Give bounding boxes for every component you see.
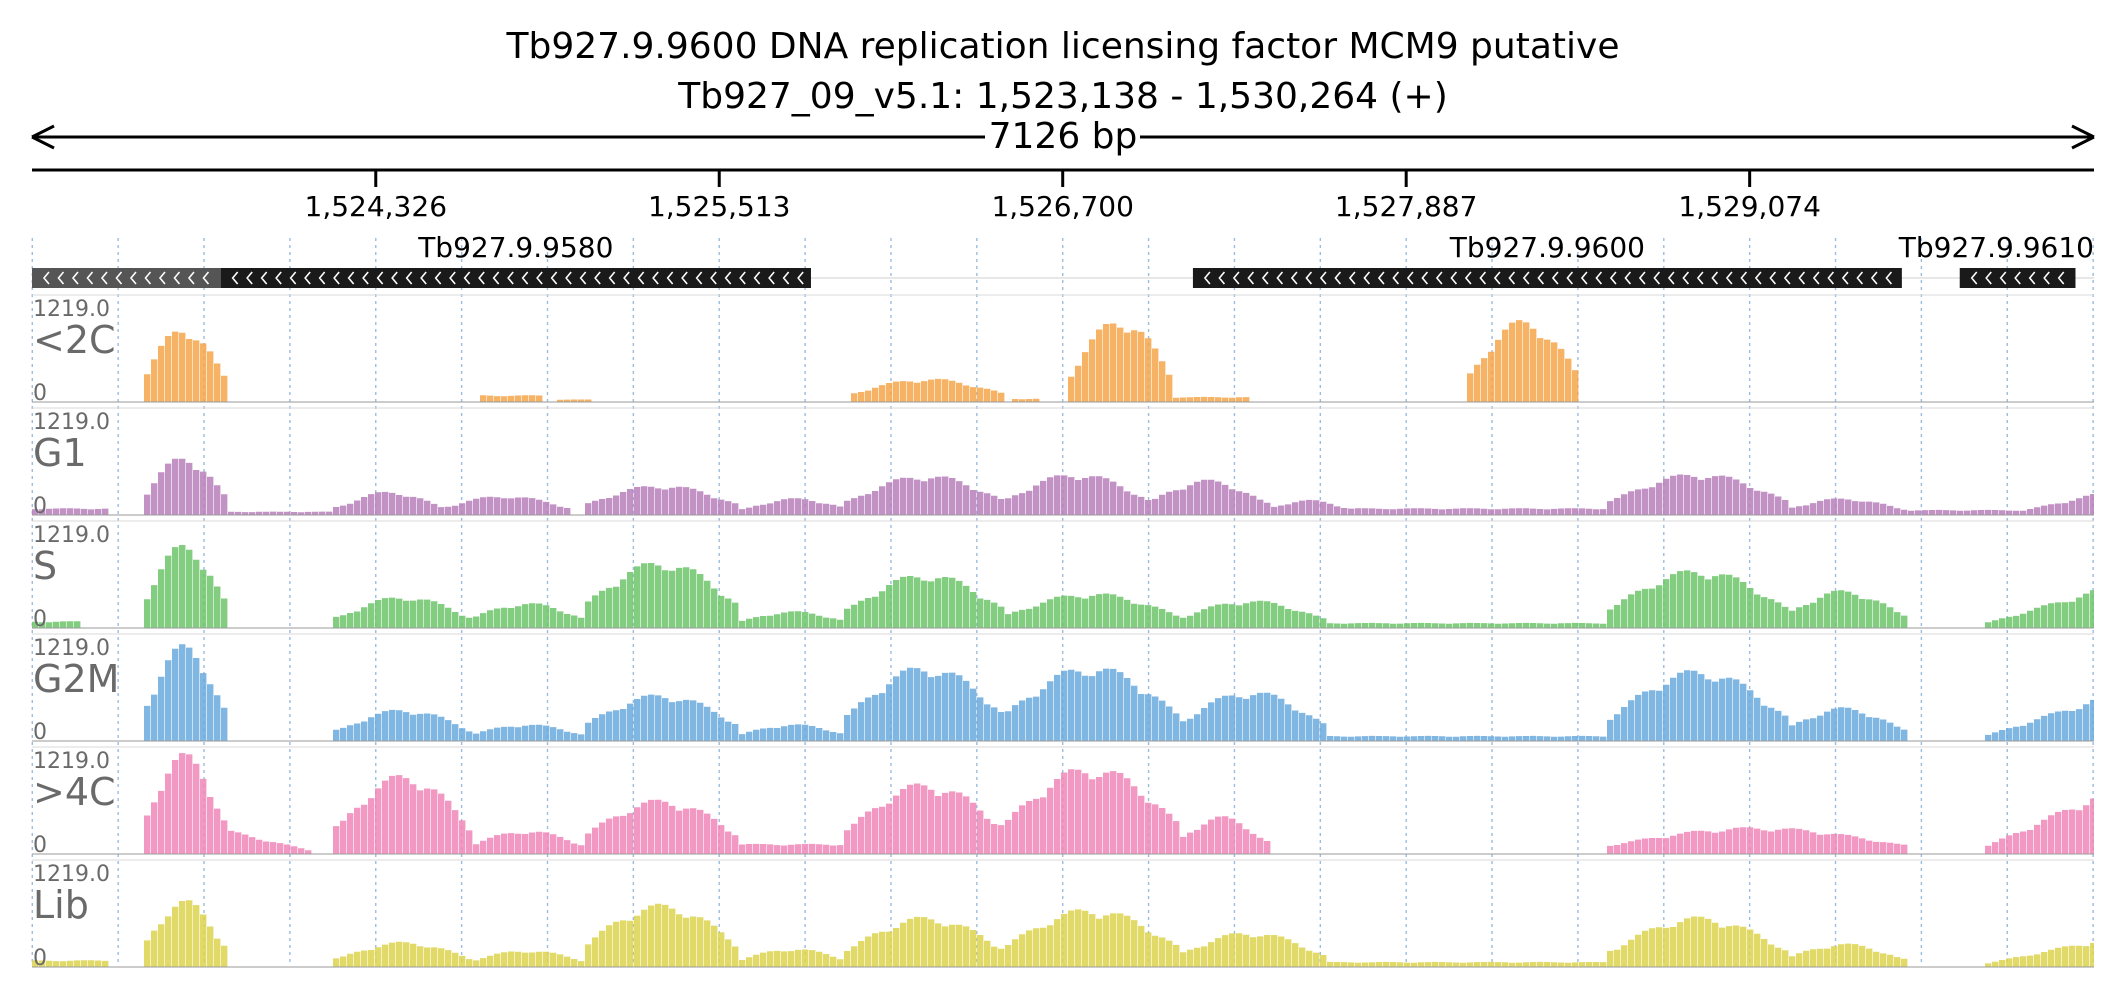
coverage-area-g1 <box>32 458 2094 515</box>
track-name: <2C <box>33 318 116 362</box>
gene-label: Tb927.9.9600 <box>1449 231 1645 264</box>
coverage-area-lt2c <box>144 320 1579 402</box>
y-min-label: 0 <box>33 833 47 858</box>
gene-tb927-9-9580[interactable]: Tb927.9.9580 <box>220 231 811 288</box>
coverage-area-gt4c <box>144 753 2094 854</box>
track-name: S <box>33 544 57 588</box>
coverage-area-s <box>32 545 2094 628</box>
y-max-label: 1219.0 <box>33 862 110 887</box>
x-tick-label: 1,524,326 <box>305 190 448 223</box>
gene-body <box>1192 268 1902 288</box>
coverage-tracks: 1219.0<2C01219.0G101219.0S01219.0G2M0121… <box>32 294 2094 971</box>
track-lt2c: 1219.0<2C 0 <box>32 294 2094 406</box>
coverage-area-lib <box>32 900 2094 967</box>
x-tick-label: 1,525,513 <box>648 190 791 223</box>
track-name: >4C <box>33 770 116 814</box>
y-max-label: 1219.0 <box>33 749 110 774</box>
coordinate-axis: 1,524,326 1,525,513 1,526,700 1,527,887 1,52… <box>32 168 2094 223</box>
track-name: G2M <box>33 657 119 701</box>
y-min-label: 0 <box>33 494 47 519</box>
length-ruler: 7126 bp <box>31 116 2095 157</box>
y-max-label: 1219.0 <box>33 297 110 322</box>
gene-body <box>32 268 221 288</box>
gene-track: Tb927.9.9580 Tb927.9.9600 Tb927.9.9610 <box>32 231 2094 288</box>
gene-label: Tb927.9.9580 <box>417 231 613 264</box>
right-arrow-icon <box>2071 124 2095 150</box>
strand-arrows-icon <box>42 271 210 285</box>
track-s: 1219.0S 0 <box>32 520 2094 632</box>
gene-tb927-9-9600[interactable]: Tb927.9.9600 <box>1192 231 1902 288</box>
left-arrow-icon <box>31 124 55 150</box>
chart-subtitle: Tb927_09_v5.1: 1,523,138 - 1,530,264 (+) <box>677 76 1448 117</box>
track-gt4c: 1219.0>4C 0 <box>32 746 2094 858</box>
track-name: Lib <box>33 883 89 927</box>
x-tick-label: 1,526,700 <box>991 190 1134 223</box>
gene-partial[interactable] <box>32 268 221 288</box>
coverage-area-g2m <box>144 644 2094 741</box>
strand-arrows-icon <box>1970 271 2065 285</box>
gene-body <box>220 268 811 288</box>
chart-title: Tb927.9.9600 DNA replication licensing f… <box>506 26 1620 67</box>
length-label: 7126 bp <box>989 116 1138 157</box>
strand-arrows-icon <box>231 271 804 285</box>
x-tick-label: 1,529,074 <box>1678 190 1821 223</box>
x-tick-label: 1,527,887 <box>1335 190 1478 223</box>
y-min-label: 0 <box>33 607 47 632</box>
y-max-label: 1219.0 <box>33 410 110 435</box>
track-g1: 1219.0G1 0 <box>32 407 2094 519</box>
gene-body <box>1959 268 2076 288</box>
gene-tb927-9-9610[interactable]: Tb927.9.9610 <box>1898 231 2094 288</box>
gene-label: Tb927.9.9610 <box>1898 231 2094 264</box>
y-min-label: 0 <box>33 946 47 971</box>
y-max-label: 1219.0 <box>33 523 110 548</box>
y-max-label: 1219.0 <box>33 636 110 661</box>
strand-arrows-icon <box>1203 271 1893 285</box>
y-min-label: 0 <box>33 381 47 406</box>
y-min-label: 0 <box>33 720 47 745</box>
track-name: G1 <box>33 431 87 475</box>
